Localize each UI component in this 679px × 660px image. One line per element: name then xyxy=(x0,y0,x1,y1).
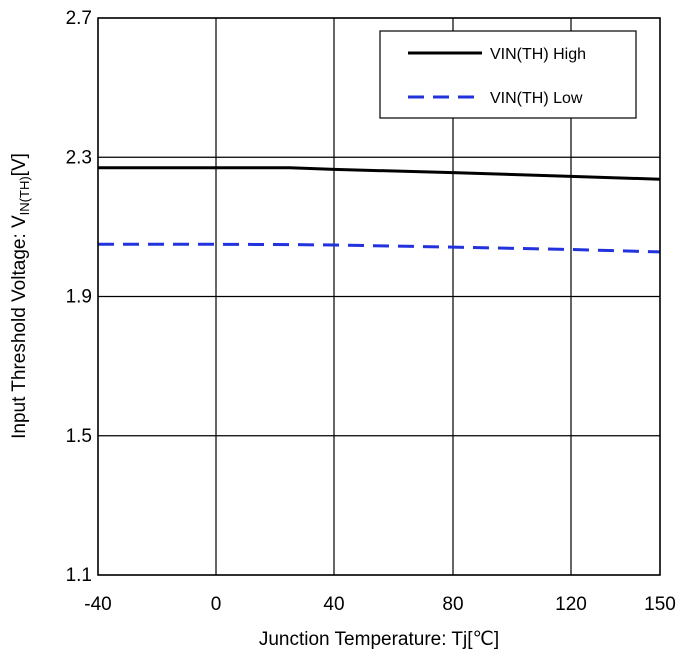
y-axis-title-unit: [V] xyxy=(9,153,30,176)
x-axis-title: Junction Temperature: Tj[℃] xyxy=(259,629,499,650)
y-tick-label: 1.1 xyxy=(66,565,92,586)
x-tick-label: 150 xyxy=(644,594,676,615)
x-tick-label: 120 xyxy=(555,594,587,615)
x-tick-labels: -40 0 40 80 120 150 xyxy=(84,594,676,615)
series-line-vin-th-high xyxy=(98,166,661,181)
y-tick-label: 1.5 xyxy=(66,426,92,447)
series-line-vin-th-low xyxy=(98,242,661,254)
x-tick-label: 0 xyxy=(211,594,222,615)
y-tick-label: 1.9 xyxy=(66,287,92,308)
y-tick-label: 2.7 xyxy=(66,8,92,29)
series-lines xyxy=(98,166,661,254)
y-axis-title: Input Threshold Voltage: VIN(TH)[V] xyxy=(9,153,32,439)
x-tick-label: 40 xyxy=(323,594,344,615)
y-tick-label: 2.3 xyxy=(66,147,92,168)
legend-box xyxy=(379,30,637,119)
legend: VIN(TH) High VIN(TH) Low xyxy=(379,30,637,119)
legend-label-high: VIN(TH) High xyxy=(490,46,586,63)
legend-label-low: VIN(TH) Low xyxy=(490,90,583,107)
x-tick-label: -40 xyxy=(84,594,111,615)
y-tick-labels: 2.7 2.3 1.9 1.5 1.1 xyxy=(66,8,92,586)
x-tick-label: 80 xyxy=(442,594,463,615)
y-axis-title-sub: IN(TH) xyxy=(17,176,32,215)
y-axis-title-main: Input Threshold Voltage: V xyxy=(9,215,30,439)
plot-border xyxy=(97,17,661,576)
